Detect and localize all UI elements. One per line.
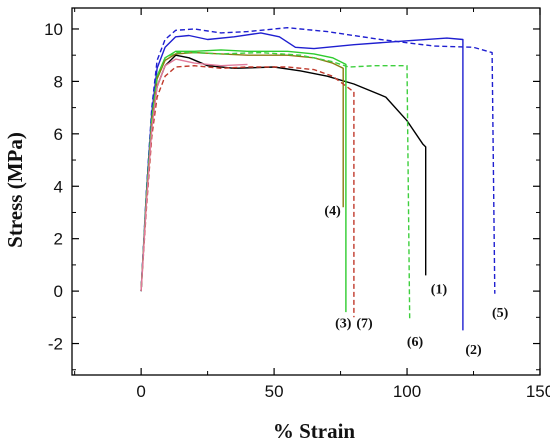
curve-label-1: (1) xyxy=(431,282,448,297)
series-layer xyxy=(140,27,496,331)
x-tick-label: 50 xyxy=(265,382,284,401)
y-tick-label: -2 xyxy=(48,335,63,354)
series-line-3 xyxy=(140,49,347,313)
y-tick-label: 8 xyxy=(54,72,63,91)
y-tick-label: 6 xyxy=(54,125,63,144)
series-line-2 xyxy=(140,32,464,331)
plot-border xyxy=(71,7,541,376)
y-tick-label: 2 xyxy=(54,230,63,249)
series-line-8 xyxy=(140,58,248,292)
series-line-6 xyxy=(140,51,411,320)
series-line-7 xyxy=(140,65,355,318)
curve-label-7: (7) xyxy=(356,317,373,332)
ticks-layer: 0 50 100 150 -2 0 2 4 6 8 10 xyxy=(44,8,550,401)
curve-label-3: (3) xyxy=(335,317,352,332)
series-line-1 xyxy=(140,54,427,292)
curve-label-5: (5) xyxy=(492,306,509,321)
x-tick-label: 0 xyxy=(136,382,145,401)
series-line-4 xyxy=(140,51,344,292)
curve-label-4: (4) xyxy=(324,204,341,219)
x-tick-label: 100 xyxy=(393,382,421,401)
y-tick-label: 10 xyxy=(44,20,63,39)
y-axis-title: Stress (MPa) xyxy=(3,132,27,248)
plot-frame xyxy=(71,7,541,376)
curve-label-6: (6) xyxy=(407,335,424,350)
curve-labels-layer: (1) (2) (3) (4) (5) (6) (7) xyxy=(324,204,508,358)
curve-label-2: (2) xyxy=(465,343,482,358)
series-line-5 xyxy=(140,27,496,294)
x-tick-label: 150 xyxy=(526,382,550,401)
y-tick-label: 4 xyxy=(54,177,63,196)
x-axis-title: % Strain xyxy=(273,419,356,443)
y-tick-label: 0 xyxy=(54,282,63,301)
